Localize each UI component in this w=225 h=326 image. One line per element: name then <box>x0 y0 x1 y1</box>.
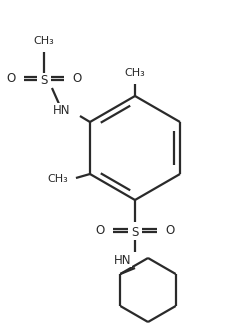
Text: O: O <box>72 72 81 85</box>
Text: O: O <box>165 225 174 238</box>
Text: HN: HN <box>113 254 131 266</box>
Text: O: O <box>7 72 16 85</box>
Text: CH₃: CH₃ <box>34 36 54 46</box>
Text: CH₃: CH₃ <box>125 68 145 78</box>
Text: O: O <box>96 225 105 238</box>
Text: S: S <box>131 226 139 239</box>
Text: CH₃: CH₃ <box>47 174 68 184</box>
Text: S: S <box>40 73 48 86</box>
Text: HN: HN <box>52 103 70 116</box>
